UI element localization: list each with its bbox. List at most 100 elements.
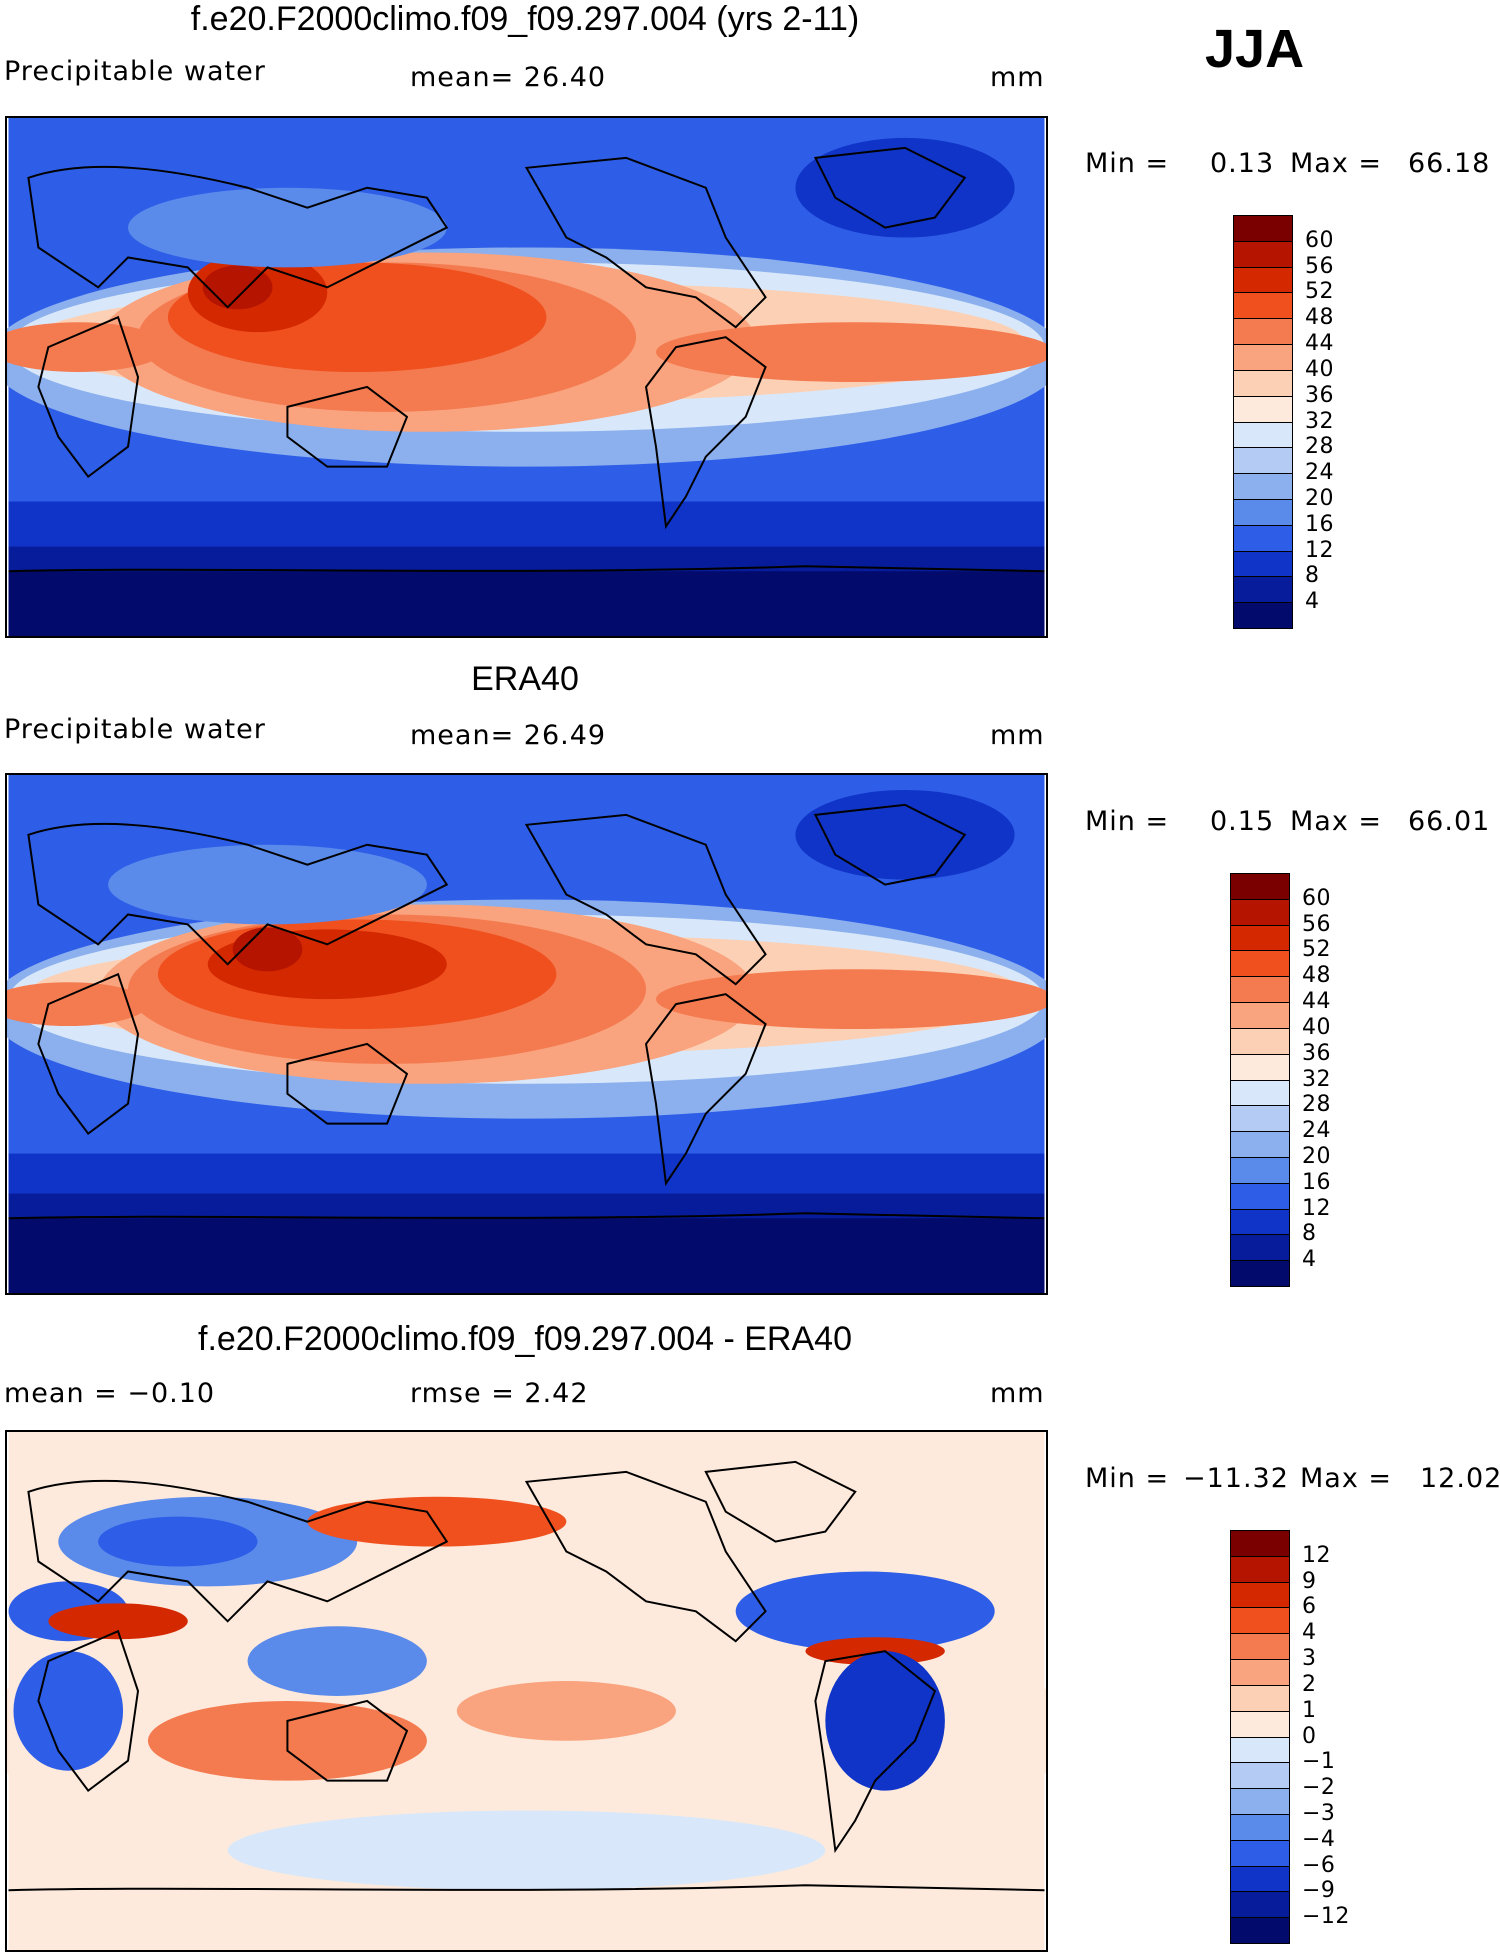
colorbar-tick-label: −4 — [1302, 1826, 1336, 1852]
colorbar-tick-label: 2 — [1302, 1671, 1317, 1697]
colorbar-tick-label: −3 — [1302, 1800, 1336, 1826]
panel-1-units-label: mm — [990, 62, 1045, 93]
colorbar-tick-label: −2 — [1302, 1775, 1336, 1801]
panel-2-title: ERA40 — [471, 660, 579, 698]
panel-3-mean-label: mean = −0.10 — [4, 1378, 216, 1409]
colorbar-cell — [1233, 344, 1293, 371]
colorbar-tick-label: 9 — [1302, 1568, 1317, 1594]
colorbar-cell — [1230, 1581, 1290, 1609]
colorbar-cell — [1230, 1659, 1290, 1686]
colorbar-cell — [1233, 473, 1293, 500]
colorbar-cell — [1233, 266, 1293, 294]
colorbar-cell — [1230, 1736, 1290, 1764]
panel-3-rmse-label: rmse = 2.42 — [410, 1378, 589, 1409]
colorbar-tick-label: 48 — [1302, 963, 1331, 989]
colorbar-cell — [1230, 1917, 1290, 1944]
panel-1-min-label: Min = — [1085, 148, 1170, 179]
panel-2-min-value: 0.15 — [1210, 806, 1275, 837]
colorbar-tick-label: 8 — [1305, 563, 1320, 589]
colorbar-tick-label: 12 — [1302, 1542, 1331, 1568]
colorbar-tick-label: 8 — [1302, 1221, 1317, 1247]
colorbar-cell — [1230, 1891, 1290, 1919]
colorbar-cell — [1230, 1555, 1290, 1583]
colorbar-cell — [1233, 421, 1293, 449]
panel-3-min-value: −11.32 — [1183, 1463, 1289, 1494]
colorbar-tick-label: 28 — [1302, 1092, 1331, 1118]
colorbar-cell — [1230, 1208, 1290, 1236]
panel-2-units-label: mm — [990, 720, 1045, 751]
colorbar-tick-label: 4 — [1302, 1247, 1317, 1273]
colorbar-cell — [1233, 240, 1293, 268]
colorbar-tick-label: 48 — [1305, 305, 1334, 331]
panel-3-colorbar: 12 9 6 4 3 2 1 0 −1 −2 −3 −4 −6 −9 −12 — [1230, 1530, 1349, 1944]
colorbar-cell — [1230, 1530, 1290, 1557]
panel-2-map-field — [7, 775, 1046, 1293]
colorbar-tick-label: 28 — [1305, 434, 1334, 460]
colorbar-cell — [1233, 498, 1293, 526]
panel-1-colorbar: 60 56 52 48 44 40 36 32 28 24 20 16 12 8 4 — [1233, 215, 1334, 629]
colorbar-tick-label: 44 — [1302, 989, 1331, 1015]
colorbar-tick-label: −12 — [1302, 1904, 1350, 1930]
colorbar-tick-label: 44 — [1305, 331, 1334, 357]
colorbar-cell — [1230, 1607, 1290, 1635]
colorbar-cell — [1233, 369, 1293, 397]
colorbar-cell — [1233, 447, 1293, 475]
colorbar-tick-label: 32 — [1305, 408, 1334, 434]
colorbar-cell — [1230, 1710, 1290, 1738]
panel-1-map-field — [7, 118, 1046, 636]
colorbar-tick-label: −1 — [1302, 1749, 1336, 1775]
colorbar-cell — [1230, 873, 1290, 900]
colorbar-cell — [1230, 898, 1290, 926]
panel-2-map — [5, 773, 1048, 1295]
panel-3-map — [5, 1430, 1048, 1952]
colorbar-tick-label: 0 — [1302, 1723, 1317, 1749]
colorbar-cell — [1230, 1813, 1290, 1841]
colorbar-tick-label: 20 — [1305, 485, 1334, 511]
colorbar-tick-label: 24 — [1305, 460, 1334, 486]
colorbar-tick-label: 16 — [1302, 1169, 1331, 1195]
colorbar-tick-label: 36 — [1305, 382, 1334, 408]
panel-1-min-value: 0.13 — [1210, 148, 1275, 179]
colorbar-cell — [1230, 1762, 1290, 1790]
panel-3-max-value: 12.02 — [1420, 1463, 1500, 1494]
colorbar-tick-label: 32 — [1302, 1066, 1331, 1092]
colorbar-cell — [1233, 550, 1293, 578]
colorbar-tick-label: 56 — [1305, 253, 1334, 279]
colorbar-cell — [1230, 1633, 1290, 1661]
colorbar-cell — [1230, 1788, 1290, 1815]
panel-2-max-value: 66.01 — [1408, 806, 1491, 837]
panel-3-min-label: Min = — [1085, 1463, 1170, 1494]
colorbar-tick-label: 40 — [1305, 356, 1334, 382]
colorbar-tick-label: 24 — [1302, 1118, 1331, 1144]
colorbar-tick-label: 52 — [1305, 279, 1334, 305]
colorbar-cell — [1230, 1105, 1290, 1133]
panel-1-mean-label: mean= 26.40 — [410, 62, 607, 93]
colorbar-tick-label: 4 — [1302, 1620, 1317, 1646]
panel-2-mean-label: mean= 26.49 — [410, 720, 607, 751]
colorbar-cell — [1230, 1156, 1290, 1184]
colorbar-cell — [1230, 1027, 1290, 1055]
panel-3-max-label: Max = — [1300, 1463, 1393, 1494]
panel-1-map — [5, 116, 1048, 638]
panel-1-variable-label: Precipitable water — [4, 56, 266, 87]
colorbar-cell — [1233, 292, 1293, 320]
panel-3-units-label: mm — [990, 1378, 1045, 1409]
panel-1-title: f.e20.F2000climo.f09_f09.297.004 (yrs 2-… — [190, 0, 860, 38]
panel-2-variable-label: Precipitable water — [4, 714, 266, 745]
colorbar-tick-label: 3 — [1302, 1646, 1317, 1672]
colorbar-tick-label: 6 — [1302, 1594, 1317, 1620]
colorbar-cell — [1230, 1002, 1290, 1029]
colorbar-cell — [1233, 318, 1293, 346]
colorbar-cell — [1230, 1839, 1290, 1867]
colorbar-cell — [1230, 1182, 1290, 1210]
colorbar-tick-label: 40 — [1302, 1014, 1331, 1040]
colorbar-cell — [1230, 1260, 1290, 1287]
colorbar-tick-label: 56 — [1302, 911, 1331, 937]
colorbar-cell — [1233, 524, 1293, 552]
colorbar-cell — [1233, 602, 1293, 629]
panel-2-colorbar: 60 56 52 48 44 40 36 32 28 24 20 16 12 8 4 — [1230, 873, 1331, 1287]
colorbar-tick-label: −6 — [1302, 1852, 1336, 1878]
colorbar-cell — [1230, 924, 1290, 952]
colorbar-cell — [1230, 950, 1290, 978]
panel-3-title: f.e20.F2000climo.f09_f09.297.004 - ERA40 — [198, 1320, 852, 1358]
